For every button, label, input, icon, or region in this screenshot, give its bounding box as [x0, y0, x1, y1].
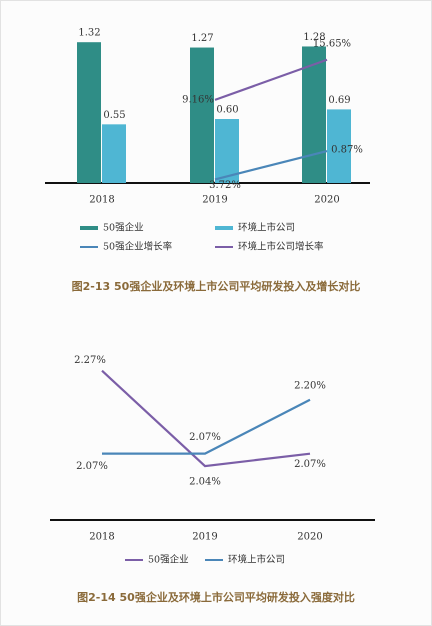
data-label: 2.20% — [294, 380, 326, 391]
bar — [190, 47, 214, 184]
line-series — [214, 149, 328, 181]
data-label: 2.04% — [189, 477, 221, 488]
legend-label: 环境上市公司 — [238, 222, 295, 234]
x-tick-label: 2018 — [89, 532, 114, 543]
bar — [102, 124, 126, 183]
data-label: 1.28 — [303, 32, 325, 43]
bar — [302, 46, 326, 183]
x-tick-label: 2020 — [314, 195, 339, 206]
line-series — [101, 369, 311, 468]
data-label: 0.55 — [103, 110, 125, 121]
bar — [215, 119, 239, 183]
legend-label: 50强企业 — [103, 222, 144, 234]
x-tick-label: 2019 — [202, 195, 227, 206]
data-label: 3.72% — [209, 180, 241, 191]
bar — [327, 109, 351, 183]
line-series — [102, 398, 311, 455]
legend-label: 50强企业增长率 — [103, 241, 173, 253]
caption: 图2-13 50强企业及环境上市公司平均研发投入及增长对比 — [72, 279, 361, 293]
x-tick-label: 2020 — [297, 532, 322, 543]
data-label: 2.27% — [74, 355, 106, 366]
data-label: 0.60 — [216, 105, 238, 116]
data-label: 2.07% — [76, 461, 108, 472]
data-label: 1.32 — [78, 28, 100, 39]
data-label: 15.65% — [313, 38, 351, 49]
caption: 图2-14 50强企业及环境上市公司平均研发投入强度对比 — [77, 590, 355, 604]
data-label: 1.27 — [191, 33, 213, 44]
line-series — [214, 58, 328, 101]
data-label: 0.69 — [328, 95, 350, 106]
x-tick-label: 2019 — [192, 532, 217, 543]
data-label: 0.87% — [331, 145, 363, 156]
legend-label: 50强企业 — [148, 554, 189, 566]
legend-label: 环境上市公司 — [228, 554, 285, 566]
data-label: 2.07% — [294, 459, 326, 470]
x-tick-label: 2018 — [89, 195, 114, 206]
data-label: 9.16% — [182, 94, 214, 105]
bar — [77, 42, 101, 184]
data-label: 2.07% — [189, 432, 221, 443]
legend-label: 环境上市公司增长率 — [238, 241, 324, 253]
